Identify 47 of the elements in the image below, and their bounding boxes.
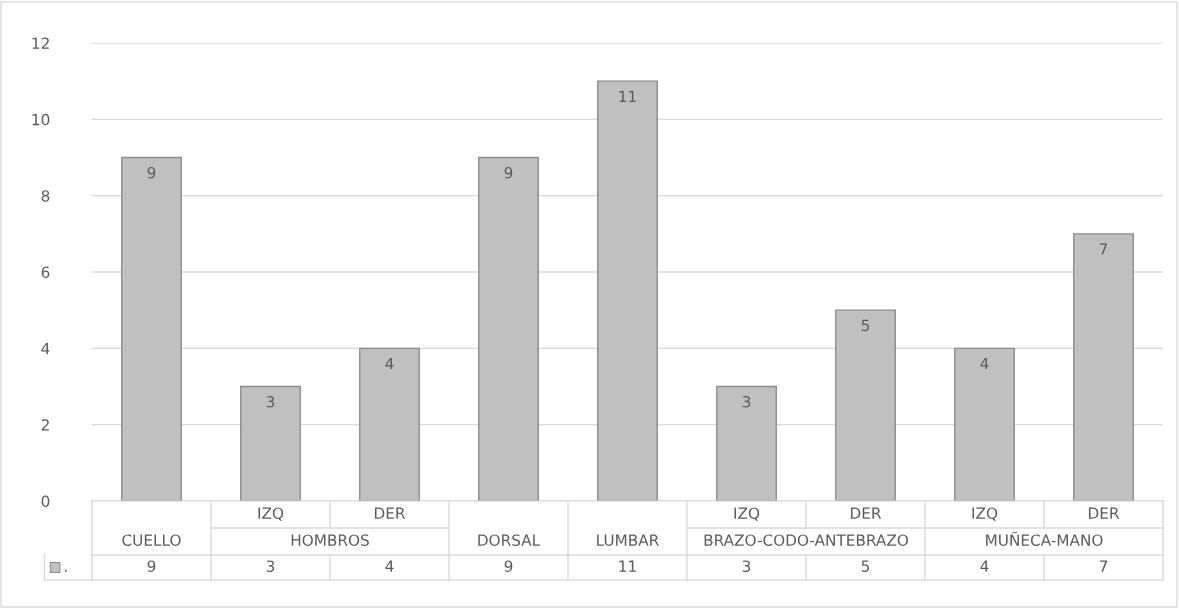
- text: MUÑECA-MANO: [986, 531, 1103, 546]
- y-tick-label: 10: [32, 113, 50, 126]
- data-label: 3: [266, 560, 275, 572]
- bar: [121, 156, 182, 501]
- data-label: 11: [619, 560, 636, 572]
- y-tick-label: 6: [41, 266, 50, 279]
- annotation: 9: [504, 166, 513, 179]
- y-tick-label: 2: [41, 419, 49, 431]
- y-tick-label: 0: [41, 495, 50, 508]
- annotation: 4: [385, 357, 394, 370]
- data-label: 5: [861, 560, 870, 572]
- bar: [954, 347, 1015, 501]
- annotation: 3: [742, 395, 751, 408]
- y-tick-label: 8: [41, 190, 50, 202]
- legend-label: .: [65, 569, 67, 572]
- data-label: 9: [504, 560, 513, 572]
- x-tick-label: IZQ: [734, 507, 760, 521]
- data-label: 9: [147, 560, 156, 572]
- data-label: 3: [742, 560, 751, 572]
- bar: [1073, 233, 1134, 501]
- annotation: 11: [619, 90, 636, 102]
- annotation: 9: [147, 166, 156, 179]
- x-tick-label: DORSAL: [478, 534, 541, 546]
- bar: [835, 309, 896, 501]
- x-tick-label: DER: [1088, 507, 1120, 519]
- x-tick-label: DER: [374, 507, 406, 519]
- x-tick-label: IZQ: [258, 507, 284, 521]
- data-label: 7: [1099, 560, 1108, 572]
- annotation: 4: [980, 357, 989, 370]
- x-tick-label: IZQ: [972, 507, 998, 521]
- annotation: 5: [861, 319, 870, 332]
- bar: [716, 385, 777, 501]
- x-tick-label: LUMBAR: [597, 534, 659, 546]
- data-label: 4: [980, 560, 989, 572]
- x-tick-label: CUELLO: [122, 534, 181, 546]
- text: BRAZO-CODO-ANTEBRAZO: [704, 534, 908, 546]
- annotation: 7: [1099, 243, 1108, 255]
- bar: [597, 80, 658, 501]
- annotation: 3: [266, 395, 275, 408]
- y-tick-label: 12: [32, 37, 49, 49]
- x-tick-label: DER: [850, 507, 882, 519]
- text: HOMBROS: [291, 534, 369, 546]
- bar: [478, 156, 539, 501]
- bar: [240, 385, 301, 501]
- bar: [359, 347, 420, 501]
- data-label: 4: [385, 560, 394, 572]
- y-tick-label: 4: [41, 343, 50, 355]
